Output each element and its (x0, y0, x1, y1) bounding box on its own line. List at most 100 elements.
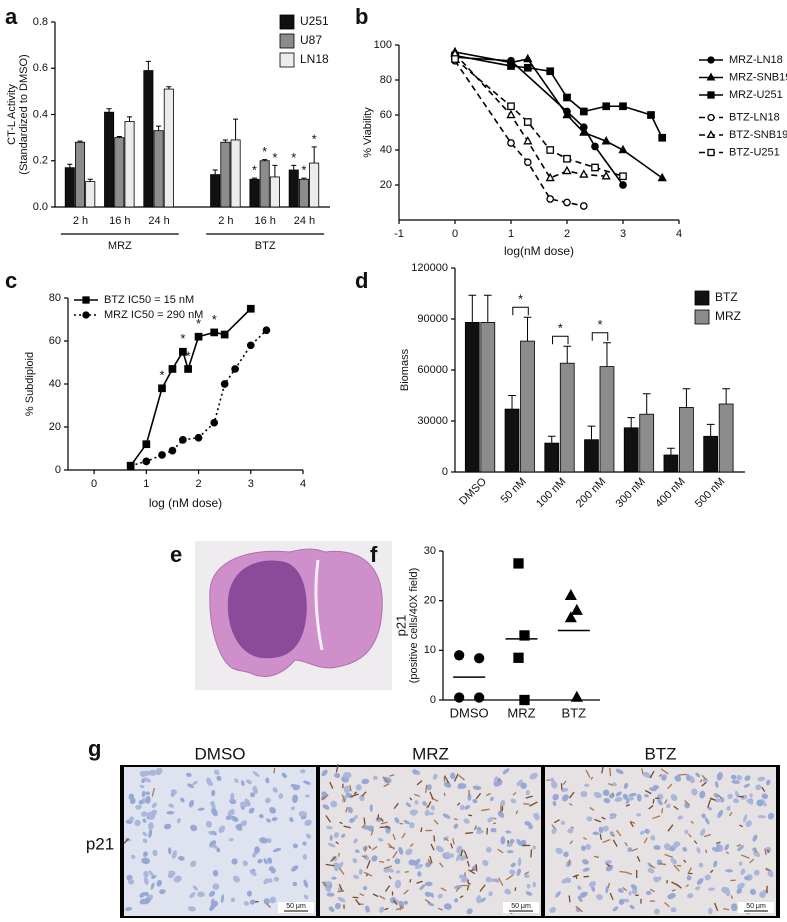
nucleus (141, 857, 151, 865)
stain (612, 792, 615, 797)
marker (563, 198, 571, 207)
nucleus (644, 828, 650, 834)
legend-label: LN18 (300, 52, 329, 66)
nucleus (734, 790, 740, 798)
nucleus (653, 876, 660, 883)
stain (764, 848, 767, 856)
marker (570, 603, 583, 615)
nucleus (746, 798, 754, 805)
nucleus (216, 775, 222, 781)
stain (683, 859, 687, 863)
bar (679, 406, 694, 473)
nucleus (767, 812, 775, 820)
stain (575, 874, 578, 880)
nucleus (467, 793, 472, 801)
stain (664, 799, 668, 804)
nucleus (695, 772, 701, 778)
nucleus (333, 832, 339, 838)
marker (658, 133, 667, 142)
nucleus (426, 784, 432, 791)
nucleus (417, 871, 422, 877)
nucleus (466, 908, 473, 915)
nucleus (398, 846, 404, 855)
stain (736, 843, 742, 847)
nucleus (560, 820, 565, 825)
x-tick-label: 50 nM (499, 476, 529, 506)
stain (468, 869, 476, 875)
stain (723, 907, 730, 911)
nucleus (713, 793, 719, 798)
nucleus (454, 884, 463, 889)
error-bar (587, 425, 596, 440)
nucleus (168, 803, 174, 808)
nucleus (248, 807, 255, 814)
nucleus (258, 814, 264, 819)
bar (520, 340, 535, 473)
nucleus (205, 820, 213, 828)
nucleus (125, 906, 133, 911)
nucleus (625, 799, 630, 804)
error-bar (126, 116, 133, 122)
nucleus (552, 800, 557, 807)
bar (663, 454, 679, 473)
stain (364, 846, 368, 852)
nucleus (657, 799, 663, 806)
nucleus (494, 878, 500, 883)
nucleus (628, 891, 632, 896)
bracket (591, 332, 609, 341)
nucleus (482, 859, 489, 867)
marker (126, 461, 135, 470)
y-tick-label: 10 (424, 644, 436, 656)
x-tick-label: 1 (143, 478, 149, 490)
y-tick-label: 60000 (417, 364, 448, 376)
stain (392, 833, 396, 841)
panel-e: e (170, 541, 392, 690)
stain (335, 841, 339, 845)
error-bar (272, 164, 278, 177)
error-bar (67, 163, 73, 168)
stain (716, 841, 721, 844)
stain (403, 889, 409, 895)
nucleus (593, 791, 602, 799)
nucleus (525, 891, 533, 896)
nucleus (142, 851, 148, 857)
y-axis-label: (Standardized to DMSO) (18, 54, 30, 174)
nucleus (737, 882, 745, 889)
stain (363, 817, 366, 824)
stain (635, 894, 639, 897)
nucleus (213, 769, 220, 775)
scale-bar-label: 50 μm (746, 903, 766, 910)
nucleus (220, 894, 225, 903)
nucleus (292, 843, 299, 849)
x-tick-label: 2 h (218, 215, 233, 227)
series-line (454, 60, 584, 207)
significance: * (196, 316, 201, 331)
x-tick-label: 3 (248, 478, 254, 490)
nucleus (139, 892, 146, 898)
nucleus (577, 896, 583, 903)
nucleus (328, 906, 335, 913)
marker (179, 347, 187, 356)
nucleus (567, 828, 574, 834)
nucleus (644, 794, 649, 798)
stain (754, 849, 758, 853)
nucleus (532, 881, 537, 888)
x-tick-label: 200 nM (574, 476, 608, 510)
nucleus (430, 892, 434, 898)
marker (563, 93, 571, 102)
nucleus (666, 803, 671, 809)
nucleus (326, 892, 335, 897)
marker (262, 326, 271, 335)
nucleus (500, 836, 506, 845)
nucleus (516, 779, 524, 787)
nucleus (704, 874, 711, 881)
marker (619, 102, 627, 111)
nucleus (561, 878, 570, 884)
nucleus (336, 861, 344, 870)
nucleus (330, 800, 338, 808)
marker (564, 611, 577, 623)
nucleus (497, 811, 505, 818)
nucleus (210, 898, 215, 906)
stain (345, 806, 349, 813)
marker (562, 165, 572, 175)
